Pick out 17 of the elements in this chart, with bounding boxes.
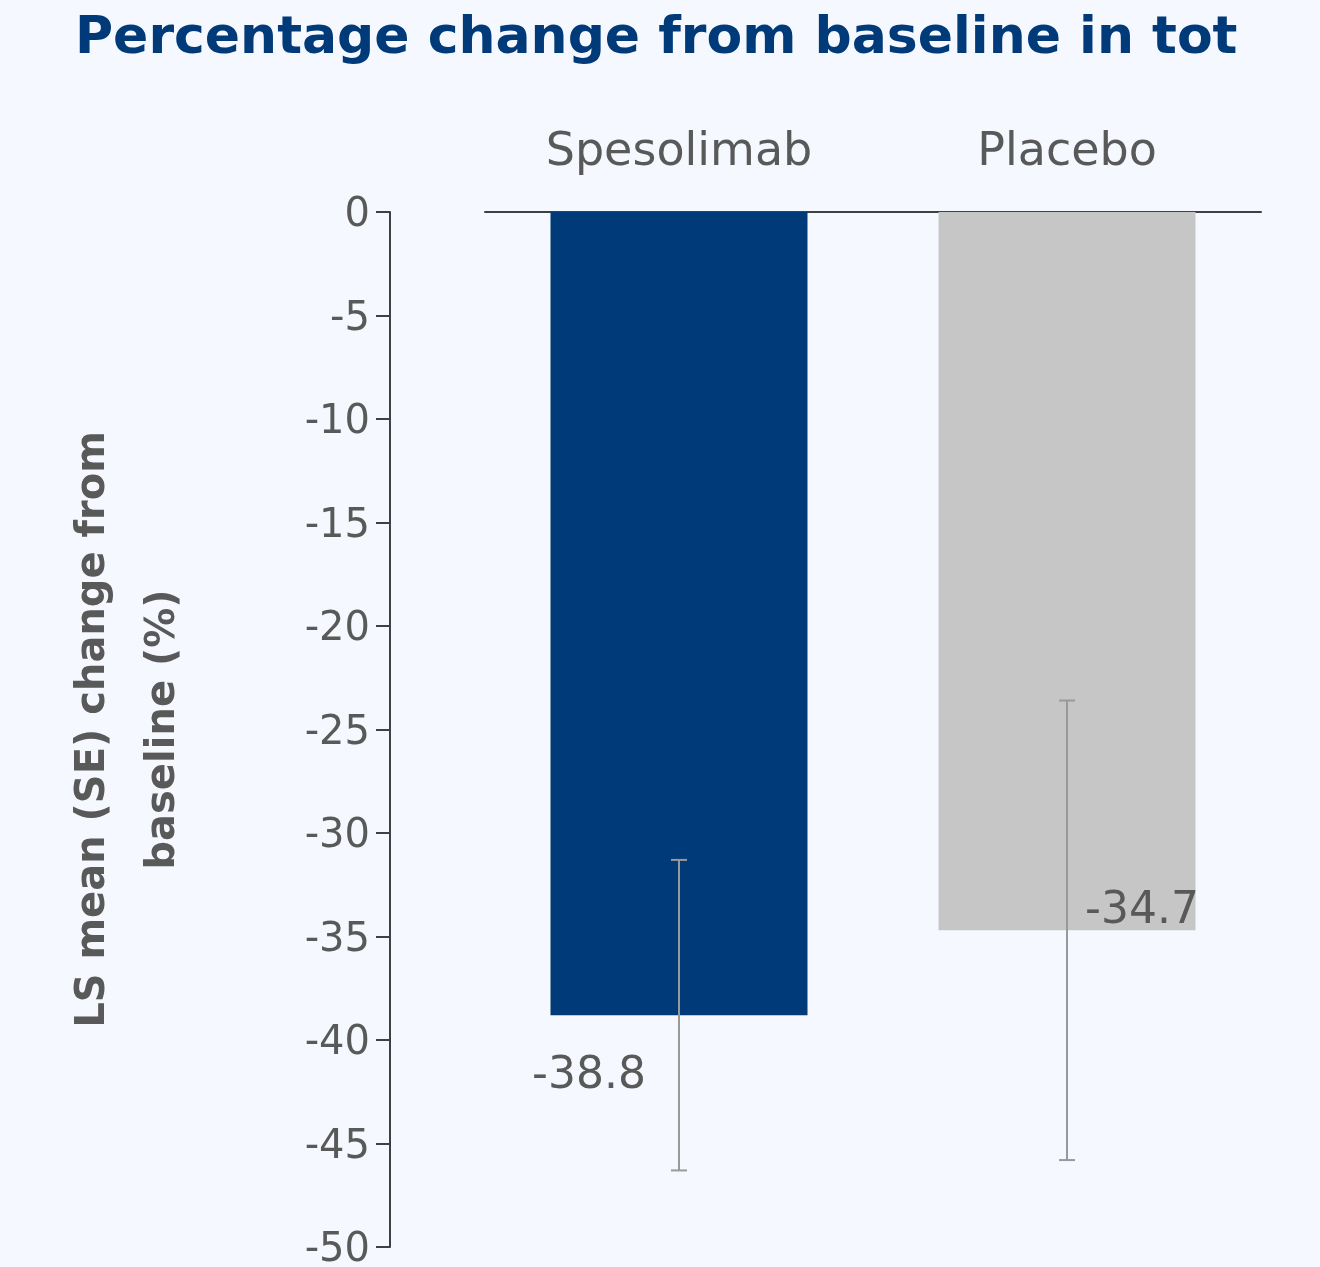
y-tick-label: -10 bbox=[304, 396, 370, 442]
data-label: -38.8 bbox=[532, 1046, 646, 1098]
y-tick-label: -25 bbox=[304, 706, 370, 753]
y-tick-label: -45 bbox=[304, 1120, 370, 1167]
chart-title: Percentage change from baseline in tot bbox=[75, 5, 1238, 65]
y-tick-label: -15 bbox=[304, 499, 370, 546]
y-tick-label: -50 bbox=[304, 1224, 370, 1267]
y-tick-label: -35 bbox=[304, 913, 370, 960]
x-tick-label: Placebo bbox=[977, 122, 1157, 176]
y-tick-label: -20 bbox=[304, 603, 370, 649]
data-label: -34.7 bbox=[1085, 881, 1199, 933]
x-tick-label: Spesolimab bbox=[545, 122, 813, 176]
y-tick-label: 0 bbox=[344, 189, 370, 235]
y-axis-title: LS mean (SE) change from baseline (%) bbox=[67, 431, 183, 1028]
y-tick-label: -30 bbox=[304, 810, 370, 856]
y-tick-label: -40 bbox=[304, 1017, 370, 1063]
y-tick-label: -5 bbox=[330, 292, 370, 339]
